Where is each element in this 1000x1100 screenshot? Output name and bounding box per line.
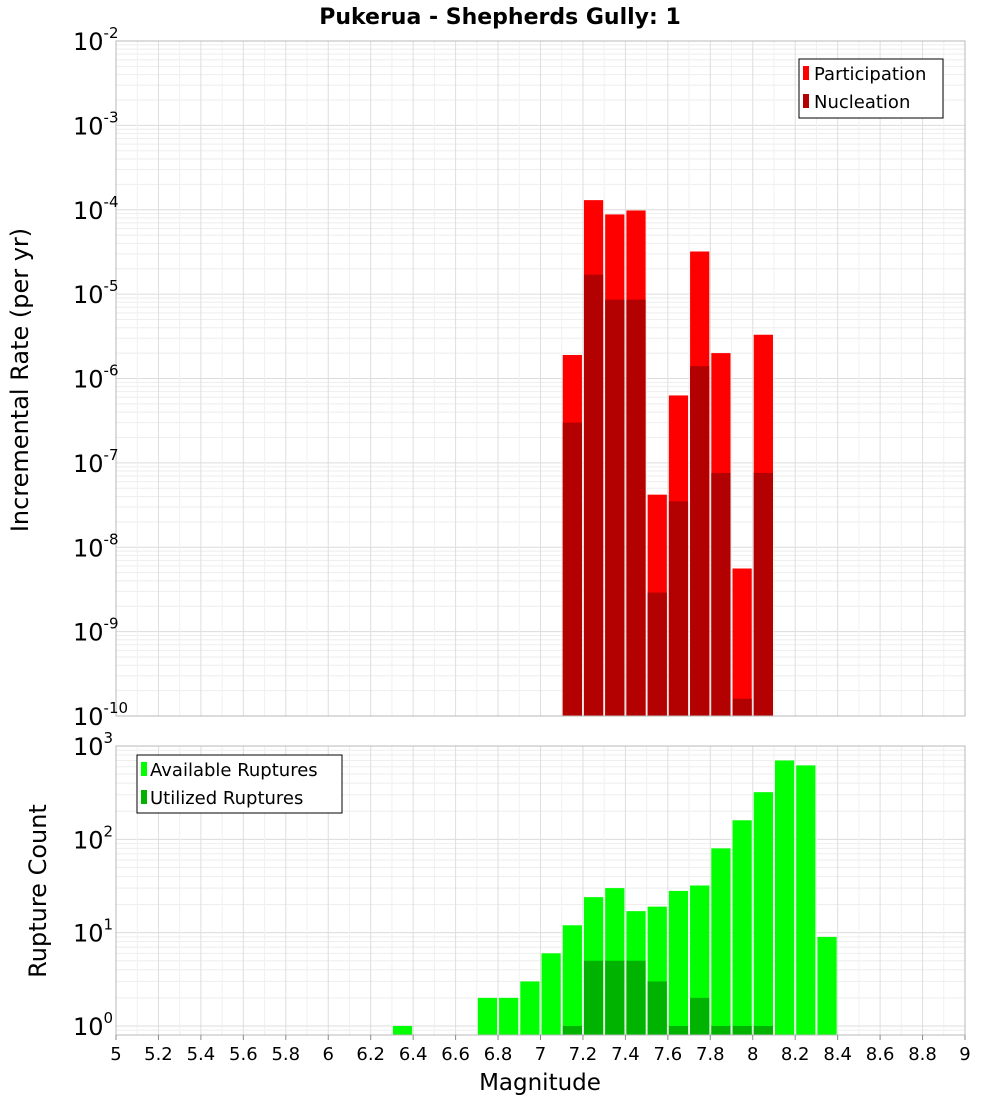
y-tick-label: 101 bbox=[73, 916, 113, 948]
x-tick-label: 6.6 bbox=[441, 1044, 470, 1065]
legend-swatch-nucleation bbox=[803, 94, 809, 108]
bottom-y-axis-label: Rupture Count bbox=[24, 804, 52, 978]
y-tick-label: 10-2 bbox=[73, 24, 119, 56]
legend-swatch-utilized bbox=[141, 790, 147, 804]
utilized-ruptures-bar bbox=[668, 1025, 689, 1035]
available-ruptures-bar bbox=[690, 885, 710, 1035]
available-ruptures-bar bbox=[520, 981, 540, 1035]
x-tick-label: 7 bbox=[535, 1044, 546, 1065]
x-tick-label: 5 bbox=[110, 1044, 121, 1065]
x-tick-label: 9 bbox=[959, 1044, 970, 1065]
available-ruptures-bar bbox=[541, 953, 561, 1035]
nucleation-bar bbox=[753, 472, 773, 716]
nucleation-bar bbox=[690, 366, 710, 716]
bottom-panel: 100 101 102 103 5 5.2 5.4 5.6 5.8 6 6.2 6.4 6.6 6.8 7… bbox=[24, 729, 971, 1096]
bottom-legend: Available Ruptures Utilized Ruptures bbox=[136, 754, 343, 814]
x-tick-label: 8 bbox=[747, 1044, 758, 1065]
participation-bar bbox=[732, 568, 752, 716]
legend-swatch-available bbox=[141, 762, 147, 776]
x-tick-label: 5.8 bbox=[271, 1044, 300, 1065]
x-tick-label: 7.8 bbox=[696, 1044, 725, 1065]
available-ruptures-bar bbox=[499, 997, 519, 1035]
nucleation-bar bbox=[626, 299, 646, 716]
legend-label-nucleation: Nucleation bbox=[814, 92, 910, 113]
y-tick-label: 10-3 bbox=[73, 108, 119, 140]
top-bars bbox=[562, 200, 773, 717]
utilized-ruptures-bar bbox=[626, 960, 646, 1035]
x-tick-label: 5.6 bbox=[229, 1044, 258, 1065]
y-tick-label: 10-7 bbox=[73, 446, 119, 478]
y-tick-label: 103 bbox=[73, 729, 113, 761]
available-ruptures-bar bbox=[796, 765, 816, 1035]
y-tick-label: 10-9 bbox=[73, 615, 119, 647]
available-ruptures-bar bbox=[753, 792, 773, 1035]
nucleation-bar bbox=[732, 698, 752, 716]
x-tick-label: 6.4 bbox=[399, 1044, 428, 1065]
available-ruptures-bar bbox=[711, 848, 731, 1035]
utilized-ruptures-bar bbox=[605, 960, 625, 1035]
bottom-y-ticks: 100 101 102 103 bbox=[73, 729, 113, 1041]
x-axis-label: Magnitude bbox=[479, 1070, 601, 1096]
x-tick-label: 6.8 bbox=[484, 1044, 513, 1065]
x-tick-label: 6 bbox=[323, 1044, 334, 1065]
top-y-ticks: 10-10 10-9 10-8 10-7 10-6 10-5 10-4 10-3 10-2 bbox=[73, 24, 128, 731]
y-tick-label: 100 bbox=[73, 1009, 113, 1041]
bottom-legend-box bbox=[136, 754, 343, 814]
top-panel: 10-10 10-9 10-8 10-7 10-6 10-5 10-4 10-3 10-2 In… bbox=[6, 24, 966, 731]
x-tick-label: 6.2 bbox=[356, 1044, 385, 1065]
y-tick-label: 10-6 bbox=[73, 362, 119, 394]
legend-swatch-participation bbox=[803, 66, 809, 80]
x-tick-label: 5.4 bbox=[187, 1044, 216, 1065]
chart-title: Pukerua - Shepherds Gully: 1 bbox=[319, 5, 681, 30]
available-ruptures-bar bbox=[732, 820, 752, 1035]
x-tick-label: 5.2 bbox=[144, 1044, 173, 1065]
available-ruptures-bar bbox=[668, 890, 689, 1035]
available-ruptures-bar bbox=[817, 936, 837, 1035]
x-tick-label: 8.2 bbox=[781, 1044, 810, 1065]
nucleation-bar bbox=[711, 472, 731, 716]
available-ruptures-bar bbox=[392, 1025, 413, 1035]
top-grid bbox=[115, 41, 966, 717]
available-ruptures-bar bbox=[477, 997, 498, 1035]
nucleation-bar bbox=[647, 592, 667, 716]
utilized-ruptures-bar bbox=[711, 1025, 731, 1035]
top-plot-border bbox=[115, 40, 966, 717]
nucleation-bar bbox=[668, 501, 689, 716]
bottom-bars bbox=[392, 760, 837, 1035]
top-y-axis-label: Incremental Rate (per yr) bbox=[6, 228, 34, 532]
x-tick-label: 7.2 bbox=[569, 1044, 598, 1065]
utilized-ruptures-bar bbox=[647, 981, 667, 1035]
y-tick-label: 10-8 bbox=[73, 530, 119, 562]
utilized-ruptures-bar bbox=[583, 960, 604, 1035]
y-tick-label: 102 bbox=[73, 822, 113, 854]
utilized-ruptures-bar bbox=[690, 997, 710, 1035]
y-tick-label: 10-10 bbox=[73, 699, 128, 731]
top-legend-box bbox=[798, 58, 944, 119]
legend-label-participation: Participation bbox=[814, 64, 926, 85]
utilized-ruptures-bar bbox=[753, 1025, 773, 1035]
nucleation-bar bbox=[605, 299, 625, 716]
y-tick-label: 10-5 bbox=[73, 277, 119, 309]
nucleation-bar bbox=[562, 422, 582, 716]
legend-label-available: Available Ruptures bbox=[150, 760, 318, 781]
y-tick-label: 10-4 bbox=[73, 193, 119, 225]
x-tick-label: 8.8 bbox=[908, 1044, 937, 1065]
available-ruptures-bar bbox=[562, 925, 582, 1035]
utilized-ruptures-bar bbox=[732, 1025, 752, 1035]
x-ticks: 5 5.2 5.4 5.6 5.8 6 6.2 6.4 6.6 6.8 7 7.2 7.4 7.6 7.8 8… bbox=[110, 1035, 971, 1065]
top-legend: Participation Nucleation bbox=[798, 58, 944, 119]
x-tick-label: 7.6 bbox=[654, 1044, 683, 1065]
nucleation-bar bbox=[583, 274, 604, 716]
x-tick-label: 8.4 bbox=[823, 1044, 852, 1065]
x-tick-label: 8.6 bbox=[866, 1044, 895, 1065]
utilized-ruptures-bar bbox=[562, 1025, 582, 1035]
x-tick-label: 7.4 bbox=[611, 1044, 640, 1065]
available-ruptures-bar bbox=[774, 760, 795, 1035]
legend-label-utilized: Utilized Ruptures bbox=[150, 788, 303, 809]
